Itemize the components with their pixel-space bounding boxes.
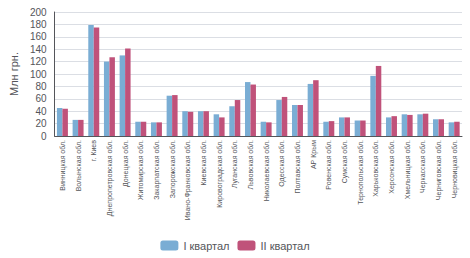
svg-text:0: 0	[41, 131, 47, 142]
svg-text:Млн грн.: Млн грн.	[8, 52, 20, 96]
svg-text:АР Крым: АР Крым	[310, 140, 318, 169]
svg-text:Киевская обл.: Киевская обл.	[200, 140, 207, 186]
svg-text:Львовская обл.: Львовская обл.	[247, 140, 254, 189]
svg-text:140: 140	[30, 44, 47, 55]
svg-text:100: 100	[30, 69, 47, 80]
svg-text:Ровенская обл.: Ровенская обл.	[325, 140, 332, 190]
svg-text:180: 180	[30, 19, 47, 30]
svg-text:Волынская обл.: Волынская обл.	[75, 140, 82, 191]
svg-text:Луганская обл.: Луганская обл.	[231, 140, 239, 188]
svg-text:II квартал: II квартал	[260, 240, 309, 252]
svg-text:Сумская обл.: Сумская обл.	[341, 140, 349, 183]
svg-text:120: 120	[30, 56, 47, 67]
svg-text:Житомирская обл.: Житомирская обл.	[137, 140, 145, 200]
svg-text:Черновицкая обл.: Черновицкая обл.	[451, 140, 459, 198]
svg-text:Ивано-Франковская обл.: Ивано-Франковская обл.	[184, 140, 192, 220]
svg-text:Одесская обл.: Одесская обл.	[278, 140, 286, 187]
svg-text:Днепропетровская обл.: Днепропетровская обл.	[106, 140, 114, 216]
svg-text:Херсонская обл.: Херсонская обл.	[388, 140, 396, 194]
svg-text:160: 160	[30, 31, 47, 42]
svg-text:Черкасская обл.: Черкасская обл.	[419, 140, 427, 193]
svg-text:Донецкая обл.: Донецкая обл.	[122, 140, 130, 187]
svg-text:Винницкая обл.: Винницкая обл.	[59, 140, 67, 191]
svg-text:Полтавская обл.: Полтавская обл.	[294, 140, 301, 194]
svg-text:Тернопольская обл.: Тернопольская обл.	[357, 140, 365, 205]
svg-text:Кировоградская обл.: Кировоградская обл.	[216, 140, 224, 208]
svg-text:20: 20	[35, 118, 47, 129]
svg-text:80: 80	[35, 81, 47, 92]
svg-text:200: 200	[30, 7, 47, 18]
svg-text:Черниговская обл.: Черниговская обл.	[435, 140, 443, 200]
svg-text:Харьковская обл.: Харьковская обл.	[372, 140, 380, 197]
svg-text:60: 60	[35, 93, 47, 104]
svg-text:Николаевская обл.: Николаевская обл.	[263, 140, 270, 201]
svg-text:г. Киев: г. Киев	[90, 140, 97, 161]
svg-text:I квартал: I квартал	[183, 240, 229, 252]
svg-text:40: 40	[35, 106, 47, 117]
svg-text:Закарпатская обл.: Закарпатская обл.	[153, 140, 161, 200]
svg-text:Запорожская обл.: Запорожская обл.	[169, 140, 177, 198]
svg-text:Хмельницкая обл.: Хмельницкая обл.	[404, 140, 412, 199]
